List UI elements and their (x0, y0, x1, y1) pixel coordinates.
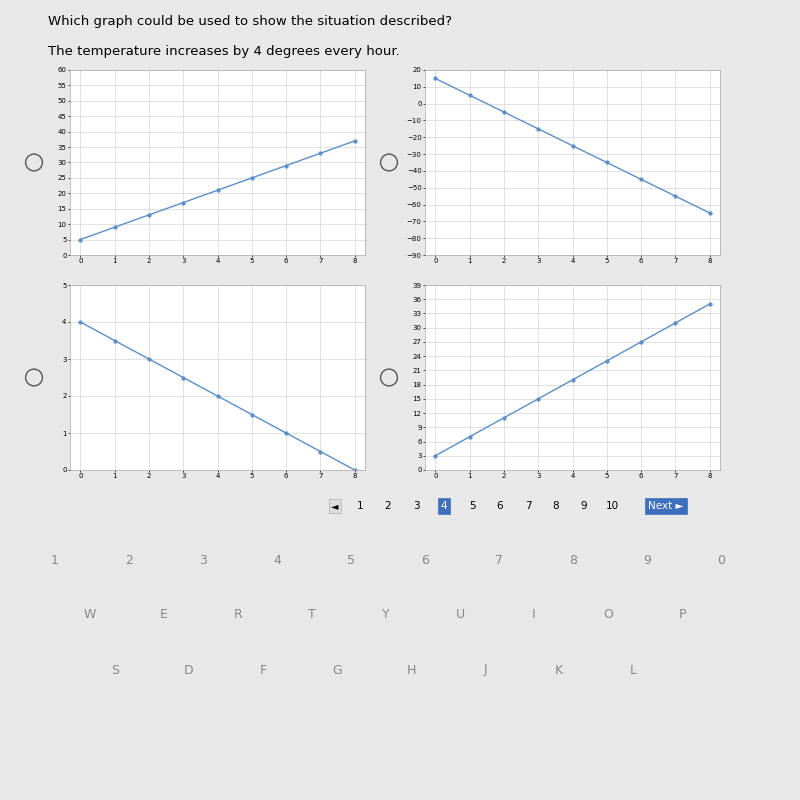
Text: 8: 8 (553, 501, 559, 511)
Text: 1: 1 (357, 501, 363, 511)
Text: R: R (234, 609, 242, 622)
Text: 2: 2 (385, 501, 391, 511)
Text: Y: Y (382, 609, 390, 622)
Text: 3: 3 (199, 554, 207, 566)
Text: F: F (259, 663, 266, 677)
Text: E: E (160, 609, 168, 622)
Text: 5: 5 (469, 501, 475, 511)
Text: T: T (308, 609, 316, 622)
Text: ◄: ◄ (331, 501, 338, 511)
Text: 4: 4 (441, 501, 447, 511)
Text: K: K (555, 663, 563, 677)
Text: W: W (84, 609, 96, 622)
Text: Which graph could be used to show the situation described?: Which graph could be used to show the si… (48, 15, 452, 28)
Text: G: G (332, 663, 342, 677)
Text: H: H (406, 663, 416, 677)
Text: I: I (532, 609, 536, 622)
Text: 2: 2 (125, 554, 133, 566)
Text: 1: 1 (51, 554, 59, 566)
Text: 8: 8 (569, 554, 577, 566)
Text: L: L (630, 663, 637, 677)
Text: P: P (678, 609, 686, 622)
Text: Next ►: Next ► (648, 501, 683, 511)
Text: 7: 7 (525, 501, 531, 511)
Text: U: U (455, 609, 465, 622)
Text: S: S (111, 663, 119, 677)
Text: 10: 10 (606, 501, 618, 511)
Text: 4: 4 (273, 554, 281, 566)
Text: 9: 9 (643, 554, 651, 566)
Text: The temperature increases by 4 degrees every hour.: The temperature increases by 4 degrees e… (48, 45, 400, 58)
Text: O: O (603, 609, 613, 622)
Text: D: D (184, 663, 194, 677)
Text: 6: 6 (497, 501, 503, 511)
Text: J: J (483, 663, 487, 677)
Text: 3: 3 (413, 501, 419, 511)
Text: 6: 6 (421, 554, 429, 566)
Text: 0: 0 (717, 554, 725, 566)
Text: 5: 5 (347, 554, 355, 566)
Text: 7: 7 (495, 554, 503, 566)
Text: 9: 9 (581, 501, 587, 511)
